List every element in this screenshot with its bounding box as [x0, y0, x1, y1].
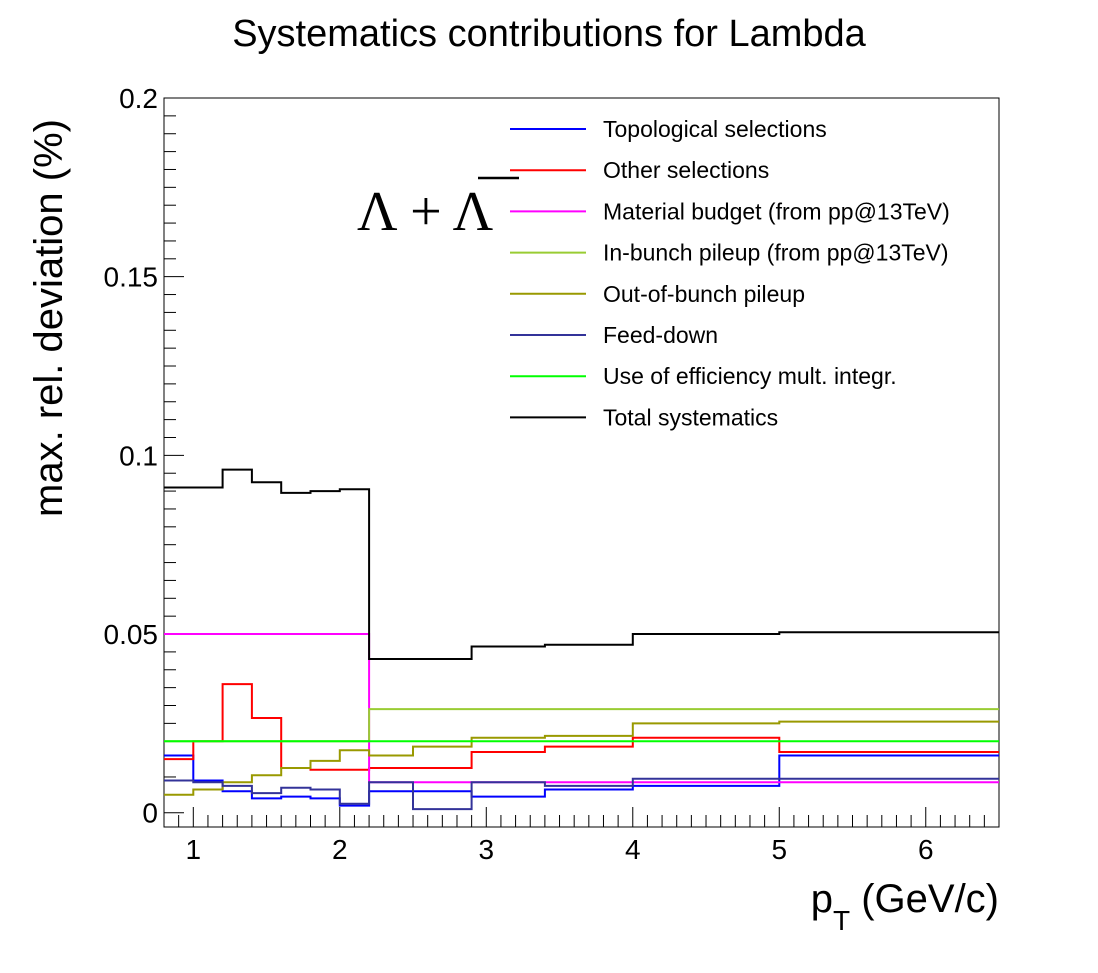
x-tick-label: 4 [625, 834, 641, 865]
x-axis-ticks: 1 2 3 4 5 6 [163, 807, 1000, 865]
series-line-total-systematics [164, 468, 999, 660]
y-tick-label: 0.1 [119, 440, 158, 471]
legend-label-use-of-efficiency-mult-integr: Use of efficiency mult. integr. [603, 363, 897, 389]
legend-label-feed-down: Feed-down [603, 322, 718, 348]
x-tick-label: 1 [186, 834, 202, 865]
y-tick-label: 0.2 [119, 83, 158, 114]
legend-label-in-bunch-pileup-from-pp-13tev: In-bunch pileup (from pp@13TeV) [603, 240, 949, 266]
x-tick-label: 5 [771, 834, 787, 865]
legend: Topological selections Other selections Ma… [510, 116, 950, 430]
chart-title: Systematics contributions for Lambda [232, 13, 866, 55]
y-tick-label: 0.15 [104, 262, 159, 293]
series-line-topological-selections [164, 754, 999, 807]
y-tick-label: 0 [142, 798, 158, 829]
lambda-annotation: Λ + Λ [357, 181, 494, 243]
y-axis-ticks: 0 0.05 0.1 0.15 0.2 [104, 83, 184, 829]
x-tick-label: 3 [478, 834, 494, 865]
legend-label-total-systematics: Total systematics [603, 404, 778, 430]
x-tick-label: 2 [332, 834, 348, 865]
x-axis-label-unit: (GeV/c) [850, 877, 999, 921]
legend-label-material-budget-from-pp-13tev: Material budget (from pp@13TeV) [603, 198, 950, 224]
y-axis-label: max. rel. deviation (%) [27, 119, 71, 517]
legend-label-other-selections: Other selections [603, 157, 769, 183]
series-layer [164, 468, 999, 811]
series-line-feed-down [164, 777, 999, 811]
plot-frame [163, 97, 1000, 828]
x-axis-label: pT (GeV/c) [811, 877, 999, 936]
legend-label-out-of-bunch-pileup: Out-of-bunch pileup [603, 281, 805, 307]
plot-area-border [163, 97, 1000, 828]
legend-label-topological-selections: Topological selections [603, 116, 827, 142]
series-line-other-selections [164, 683, 999, 771]
y-tick-label: 0.05 [104, 619, 159, 650]
x-axis-label-subscript: T [833, 905, 850, 936]
series-line-out-of-bunch-pileup [164, 720, 999, 796]
x-axis-label-main: p [811, 877, 833, 921]
x-tick-label: 6 [918, 834, 934, 865]
